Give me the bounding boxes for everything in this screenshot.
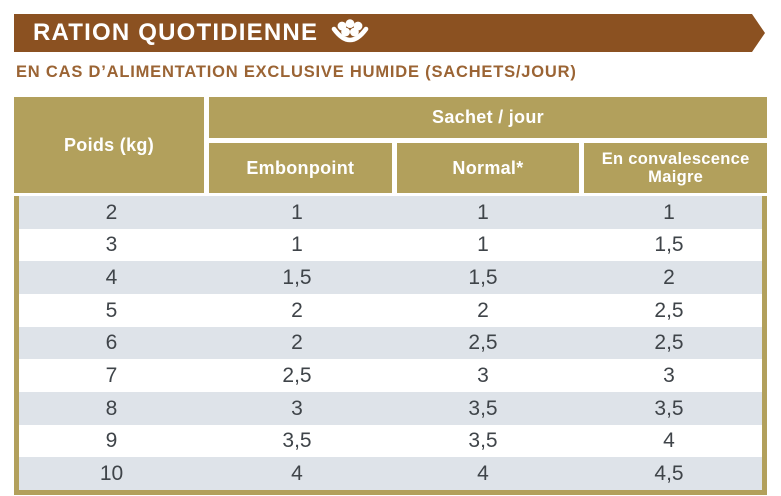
ration-cell-normal: 1,5 bbox=[468, 266, 498, 290]
daily-ration-table: Poids (kg) Sachet / jour Embonpoint Norm… bbox=[14, 97, 767, 495]
section-title-banner: RATION QUOTIDIENNE bbox=[14, 14, 765, 52]
column-header-embonpoint: Embonpoint bbox=[209, 143, 392, 193]
ration-cell-convalescence: 1,5 bbox=[654, 233, 684, 257]
ration-cell-normal: 2,5 bbox=[468, 331, 498, 355]
table-row: 8 3 3,5 3,5 bbox=[19, 391, 762, 425]
table-header: Poids (kg) Sachet / jour Embonpoint Norm… bbox=[14, 97, 767, 193]
table-subheader-row: Embonpoint Normal* En convalescence Maig… bbox=[209, 143, 767, 193]
ration-cell-normal: 3,5 bbox=[468, 429, 498, 453]
table-row: 9 3,5 3,5 4 bbox=[19, 424, 762, 458]
ration-cell-embonpoint: 2,5 bbox=[282, 364, 312, 388]
ration-cell-normal: 3,5 bbox=[468, 396, 498, 420]
table-row: 3 1 1 1,5 bbox=[19, 228, 762, 262]
ration-cell-normal: 1 bbox=[477, 233, 489, 257]
ration-cell-convalescence: 4 bbox=[663, 429, 675, 453]
table-body: 2 1 1 1 3 1 1 1,5 4 1,5 1,5 2 5 2 2 2, bbox=[14, 196, 767, 495]
ration-cell-normal: 2 bbox=[477, 298, 489, 322]
ration-cell-convalescence: 2,5 bbox=[654, 331, 684, 355]
table-row: 5 2 2 2,5 bbox=[19, 293, 762, 327]
table-row: 7 2,5 3 3 bbox=[19, 359, 762, 392]
ration-cell-convalescence: 3,5 bbox=[654, 396, 684, 420]
weight-cell: 6 bbox=[105, 331, 118, 355]
ration-cell-convalescence: 3 bbox=[663, 364, 675, 388]
weight-cell: 3 bbox=[105, 233, 118, 257]
convalescence-label-line1: En convalescence bbox=[601, 149, 750, 168]
ration-cell-normal: 4 bbox=[477, 462, 489, 486]
weight-cell: 5 bbox=[105, 298, 118, 322]
ration-cell-normal: 1 bbox=[477, 200, 489, 224]
ration-cell-embonpoint: 1 bbox=[291, 233, 303, 257]
weight-cell: 10 bbox=[99, 462, 124, 486]
column-header-normal: Normal* bbox=[396, 143, 580, 193]
column-header-convalescence-maigre: En convalescence Maigre bbox=[584, 143, 767, 193]
weight-cell: 4 bbox=[105, 266, 118, 290]
weight-cell: 9 bbox=[105, 429, 118, 453]
table-row: 6 2 2,5 2,5 bbox=[19, 326, 762, 360]
weight-cell: 2 bbox=[105, 200, 118, 224]
ration-cell-embonpoint: 2 bbox=[291, 331, 303, 355]
ration-cell-embonpoint: 3 bbox=[291, 396, 303, 420]
table-row: 4 1,5 1,5 2 bbox=[19, 261, 762, 294]
weight-cell: 7 bbox=[105, 364, 118, 388]
ration-cell-embonpoint: 1,5 bbox=[282, 266, 312, 290]
table-row: 2 1 1 1 bbox=[19, 196, 762, 229]
weight-cell: 8 bbox=[105, 396, 118, 420]
ration-cell-convalescence: 2 bbox=[663, 266, 675, 290]
ration-cell-embonpoint: 3,5 bbox=[282, 429, 312, 453]
table-header-right: Sachet / jour Embonpoint Normal* En conv… bbox=[209, 97, 767, 193]
table-row: 10 4 4 4,5 bbox=[19, 457, 762, 490]
ration-cell-embonpoint: 4 bbox=[291, 462, 303, 486]
column-group-header-sachet-per-day: Sachet / jour bbox=[209, 97, 767, 138]
convalescence-label-line2: Maigre bbox=[648, 168, 704, 186]
section-title: RATION QUOTIDIENNE bbox=[33, 19, 319, 46]
column-header-weight: Poids (kg) bbox=[14, 97, 204, 193]
food-bowl-icon bbox=[331, 18, 369, 48]
ration-cell-convalescence: 2,5 bbox=[654, 298, 684, 322]
ration-cell-embonpoint: 2 bbox=[291, 298, 303, 322]
table-subtitle: EN CAS D’ALIMENTATION EXCLUSIVE HUMIDE (… bbox=[16, 63, 577, 81]
ration-cell-convalescence: 4,5 bbox=[654, 462, 684, 486]
ration-cell-embonpoint: 1 bbox=[291, 200, 303, 224]
ration-cell-convalescence: 1 bbox=[663, 200, 675, 224]
ration-cell-normal: 3 bbox=[477, 364, 489, 388]
